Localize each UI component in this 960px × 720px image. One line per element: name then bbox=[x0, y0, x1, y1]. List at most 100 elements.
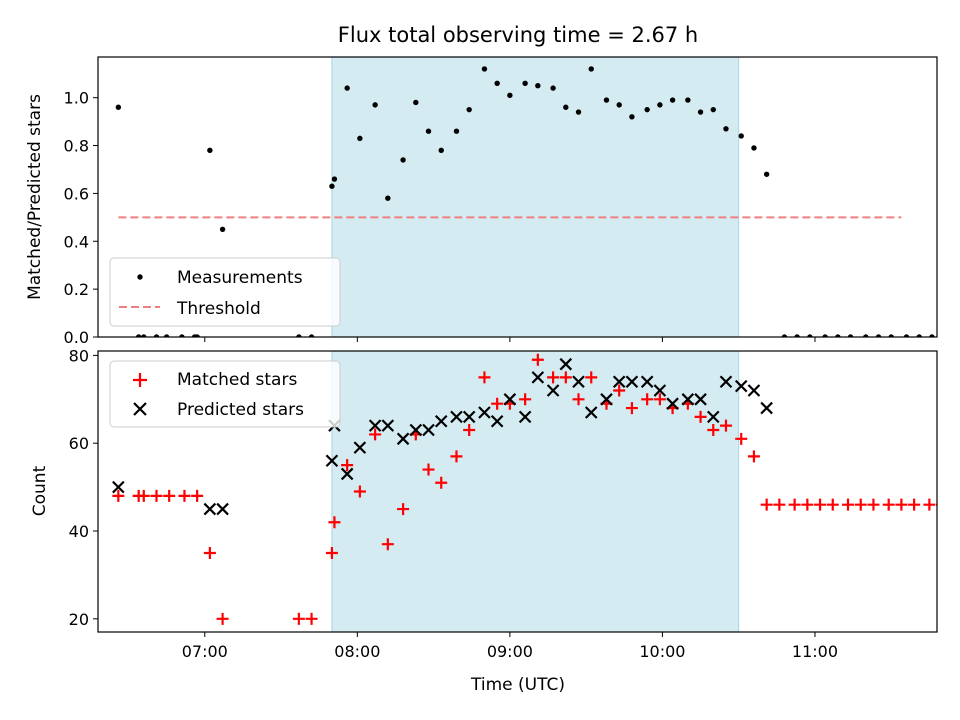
top-y-tick-label: 1.0 bbox=[64, 89, 89, 108]
predicted-star-point bbox=[625, 375, 639, 389]
predicted-star-point bbox=[203, 502, 217, 516]
predicted-star-point bbox=[694, 393, 707, 406]
measurement-point bbox=[550, 85, 556, 91]
measurement-point bbox=[863, 334, 869, 337]
measurement-point bbox=[329, 183, 335, 189]
matched-star-point bbox=[112, 489, 125, 502]
measurement-point bbox=[575, 109, 582, 115]
matched-star-point bbox=[735, 432, 748, 445]
measurement-point bbox=[179, 334, 185, 337]
predicted-star-point bbox=[706, 410, 720, 424]
measurement-point bbox=[453, 128, 460, 134]
measurement-point bbox=[588, 66, 594, 72]
measurement-point bbox=[888, 334, 894, 337]
matched-star-point bbox=[801, 498, 814, 511]
matched-star-point bbox=[613, 384, 626, 397]
measurement-point bbox=[153, 334, 160, 337]
predicted-star-point bbox=[216, 502, 229, 516]
predicted-star-point bbox=[490, 414, 504, 428]
measurement-point bbox=[875, 334, 882, 337]
matched-star-point bbox=[707, 424, 720, 437]
x-tick-label: 09:00 bbox=[487, 642, 533, 661]
predicted-star-point bbox=[600, 393, 613, 406]
measurement-point bbox=[847, 334, 854, 337]
predicted-star-point bbox=[368, 419, 382, 432]
measurement-point bbox=[308, 334, 315, 337]
matched-star-point bbox=[369, 428, 382, 441]
matched-star-point bbox=[559, 371, 572, 384]
matched-star-point bbox=[203, 546, 216, 559]
measurement-point bbox=[141, 334, 147, 337]
matched-star-point bbox=[397, 503, 410, 516]
measurement-point bbox=[400, 157, 406, 163]
legend-matched-label: Matched stars bbox=[177, 370, 297, 390]
bottom-panel: 07:00 08:00 09:00 10:00 11:00 20 40 60 80 Count… bbox=[30, 346, 938, 695]
chart-title: Flux total observing time = 2.67 h bbox=[338, 23, 698, 47]
predicted-star-point bbox=[546, 384, 560, 397]
predicted-star-point bbox=[503, 393, 517, 406]
predicted-star-point bbox=[584, 406, 598, 419]
top-legend-box bbox=[109, 257, 341, 327]
measurement-point bbox=[629, 114, 635, 120]
matched-star-point bbox=[435, 476, 448, 489]
matched-star-point bbox=[842, 498, 855, 511]
top-y-axis-label: Matched/Predicted stars bbox=[25, 94, 45, 300]
matched-star-point bbox=[867, 498, 880, 511]
bottom-y-tick-label: 80 bbox=[69, 346, 89, 365]
measurement-point bbox=[563, 104, 569, 110]
matched-star-point bbox=[178, 489, 191, 502]
measurement-point bbox=[903, 334, 910, 337]
measurement-point bbox=[807, 334, 813, 337]
predicted-star-point bbox=[559, 357, 573, 371]
bottom-legend-box bbox=[109, 360, 341, 428]
matched-star-point bbox=[719, 419, 732, 432]
measurement-points bbox=[115, 66, 935, 337]
predicted-star-point bbox=[612, 375, 626, 389]
measurement-point bbox=[603, 97, 610, 103]
measurement-point bbox=[507, 92, 513, 98]
legend-predicted-label: Predicted stars bbox=[177, 400, 304, 420]
matched-star-point bbox=[773, 498, 786, 511]
matched-star-point bbox=[747, 450, 760, 463]
predicted-star-point bbox=[353, 441, 367, 454]
bottom-x-ticks: 07:00 08:00 09:00 10:00 11:00 bbox=[182, 632, 838, 661]
top-y-ticks: 0.0 0.2 0.4 0.6 0.8 1.0 bbox=[64, 89, 98, 347]
x-tick-label: 10:00 bbox=[639, 642, 685, 661]
measurement-point bbox=[781, 334, 788, 337]
matched-star-point bbox=[191, 489, 204, 502]
x-axis-label: Time (UTC) bbox=[470, 675, 565, 695]
predicted-star-point bbox=[325, 454, 339, 468]
measurement-point bbox=[344, 85, 350, 91]
matched-star-point bbox=[341, 459, 354, 472]
measurement-point bbox=[466, 106, 472, 113]
predicted-star-point bbox=[462, 410, 476, 424]
bottom-legend: Matched stars Predicted stars bbox=[109, 360, 341, 428]
measurement-point bbox=[669, 97, 676, 103]
matched-star-point bbox=[625, 402, 638, 415]
measurement-point bbox=[481, 66, 488, 72]
predicted-star-point bbox=[719, 375, 733, 389]
matched-star-point bbox=[216, 612, 229, 625]
predicted-star-point bbox=[666, 397, 679, 410]
predicted-star-point bbox=[640, 375, 654, 389]
predicted-star-point bbox=[572, 375, 585, 389]
measurement-point bbox=[657, 102, 663, 108]
measurement-point bbox=[763, 171, 770, 177]
measurement-point bbox=[916, 334, 922, 337]
matched-star-point bbox=[325, 546, 338, 559]
matched-star-point bbox=[788, 498, 801, 511]
matched-star-point bbox=[450, 450, 463, 463]
matched-star-point bbox=[694, 410, 707, 423]
matched-star-point bbox=[895, 498, 908, 511]
matched-star-point bbox=[519, 393, 532, 406]
measurement-point bbox=[385, 195, 391, 201]
matched-star-point bbox=[422, 463, 435, 476]
matched-star-point bbox=[882, 498, 895, 511]
matched-star-point bbox=[150, 489, 163, 502]
measurement-point bbox=[207, 147, 213, 154]
measurement-point bbox=[794, 334, 800, 337]
matched-star-point bbox=[491, 397, 504, 410]
predicted-star-point bbox=[422, 423, 435, 437]
matched-star-point bbox=[908, 498, 921, 511]
